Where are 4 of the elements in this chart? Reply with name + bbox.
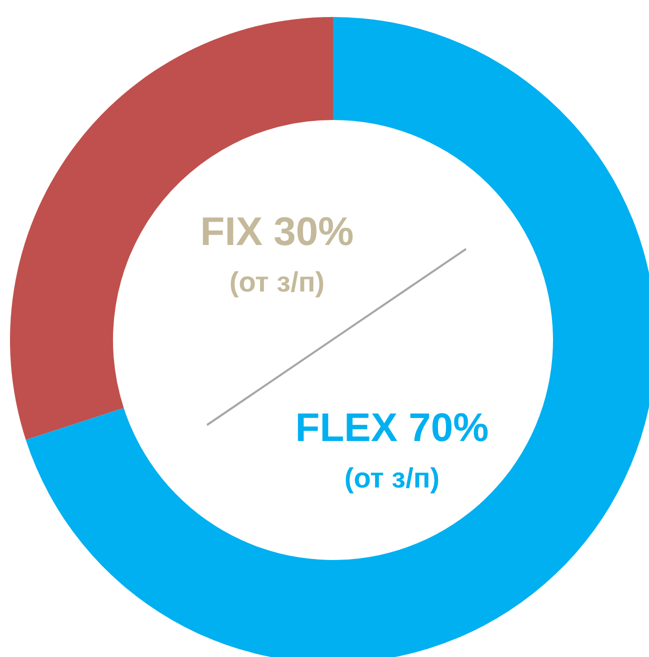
text: (от з/п)	[344, 462, 440, 494]
slice-label: FIX 30%	[200, 210, 354, 254]
slice-label: FLEX 70%	[295, 406, 489, 450]
text: (от з/п)	[229, 266, 325, 298]
